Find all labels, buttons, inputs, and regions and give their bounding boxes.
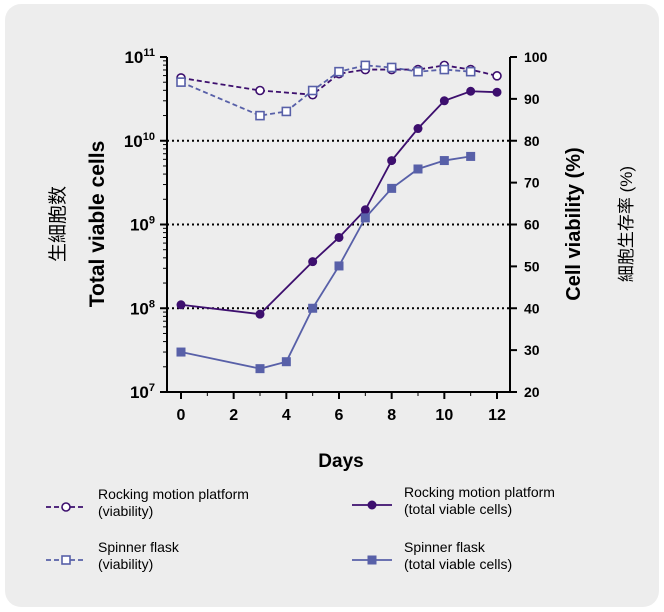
data-point bbox=[360, 60, 371, 71]
data-point bbox=[255, 309, 265, 319]
data-point bbox=[360, 205, 370, 215]
legend-label: (total viable cells) bbox=[404, 501, 512, 517]
data-point bbox=[308, 303, 318, 313]
y-right-tick-label: 70 bbox=[524, 175, 540, 191]
series-1 bbox=[176, 151, 476, 374]
data-point bbox=[439, 96, 449, 106]
legend-label: (viability) bbox=[98, 556, 153, 572]
tick-exponent: 7 bbox=[149, 382, 155, 394]
y-left-tick-label: 107 bbox=[130, 382, 155, 402]
y-left-tick-label: 109 bbox=[130, 215, 155, 235]
tick-base: 10 bbox=[130, 383, 149, 402]
tick-base: 10 bbox=[130, 299, 149, 318]
data-point bbox=[176, 300, 186, 310]
series-0 bbox=[176, 86, 502, 319]
data-point bbox=[492, 87, 502, 97]
legend-label: (viability) bbox=[98, 503, 153, 519]
y-left-tick-label: 1010 bbox=[124, 131, 155, 151]
data-point bbox=[367, 500, 377, 510]
data-point bbox=[281, 357, 291, 367]
data-point bbox=[439, 64, 450, 75]
x-axis-title: Days bbox=[318, 451, 363, 472]
data-point bbox=[334, 261, 344, 271]
data-point bbox=[176, 77, 186, 87]
legend-label: Rocking motion platform bbox=[98, 486, 249, 502]
x-tick-label: 8 bbox=[387, 407, 396, 424]
data-point bbox=[465, 66, 476, 77]
x-tick-label: 6 bbox=[335, 407, 344, 424]
y-right-tick-label: 80 bbox=[524, 133, 540, 149]
tick-exponent: 10 bbox=[143, 131, 155, 143]
y-right-axis-title: Cell viability (%) bbox=[563, 147, 585, 300]
y-left-tick-label: 1011 bbox=[124, 47, 155, 67]
data-point bbox=[61, 502, 71, 512]
x-tick-label: 4 bbox=[282, 407, 291, 424]
series-3 bbox=[176, 60, 476, 121]
data-point bbox=[255, 85, 265, 96]
data-point bbox=[176, 347, 186, 357]
data-point bbox=[439, 156, 449, 166]
data-point bbox=[308, 257, 318, 267]
data-point bbox=[360, 213, 370, 223]
legend-item: Spinner flask(total viable cells) bbox=[352, 539, 512, 572]
y-left-tick-label: 108 bbox=[130, 298, 155, 318]
tick-exponent: 8 bbox=[149, 298, 155, 310]
data-point bbox=[466, 86, 476, 96]
data-point bbox=[255, 110, 265, 121]
x-tick-label: 10 bbox=[435, 407, 453, 424]
tick-base: 10 bbox=[124, 132, 143, 151]
data-point bbox=[281, 106, 292, 117]
data-point bbox=[466, 151, 476, 161]
y-right-tick-label: 50 bbox=[524, 258, 540, 274]
data-point bbox=[334, 66, 344, 77]
x-tick-label: 12 bbox=[488, 407, 506, 424]
series-line bbox=[180, 64, 498, 96]
tick-base: 10 bbox=[130, 216, 149, 235]
legend-label: Spinner flask bbox=[404, 539, 486, 555]
tick-exponent: 9 bbox=[149, 215, 155, 227]
x-tick-label: 2 bbox=[229, 407, 238, 424]
y-right-tick-label: 30 bbox=[524, 342, 540, 358]
series-line bbox=[180, 155, 471, 370]
y-right-tick-label: 20 bbox=[524, 384, 540, 400]
y-right-tick-label: 90 bbox=[524, 91, 540, 107]
x-tick-label: 0 bbox=[177, 407, 186, 424]
data-point bbox=[413, 124, 423, 134]
data-point bbox=[387, 183, 397, 193]
y-left-axis-title-jp: 生細胞数 bbox=[47, 186, 69, 262]
y-right-tick-label: 40 bbox=[524, 300, 540, 316]
data-point bbox=[413, 66, 423, 77]
data-point bbox=[255, 364, 265, 374]
legend-label: Rocking motion platform bbox=[404, 484, 555, 500]
data-point bbox=[413, 164, 423, 174]
legend-label: Spinner flask bbox=[98, 539, 180, 555]
legend-item: Rocking motion platform(total viable cel… bbox=[352, 484, 555, 517]
tick-base: 10 bbox=[124, 48, 143, 67]
y-right-tick-label: 60 bbox=[524, 217, 540, 233]
series-line bbox=[180, 64, 471, 117]
chart-card bbox=[5, 4, 659, 607]
legend-item: Spinner flask(viability) bbox=[46, 539, 180, 572]
data-point bbox=[387, 156, 397, 166]
legend-item: Rocking motion platform (viability) bbox=[46, 486, 249, 519]
y-left-axis-title: Total viable cells bbox=[86, 141, 109, 308]
y-right-tick-label: 100 bbox=[524, 49, 548, 65]
series-line bbox=[180, 90, 498, 316]
data-point bbox=[307, 85, 318, 96]
data-point bbox=[386, 62, 397, 73]
data-point bbox=[334, 232, 344, 242]
tick-exponent: 11 bbox=[143, 47, 155, 59]
data-point bbox=[492, 71, 502, 81]
y-right-axis-title-jp: 細胞生存率 (%) bbox=[617, 166, 636, 282]
data-point bbox=[367, 555, 377, 565]
legend-label: (total viable cells) bbox=[404, 556, 512, 572]
data-point bbox=[61, 555, 71, 565]
